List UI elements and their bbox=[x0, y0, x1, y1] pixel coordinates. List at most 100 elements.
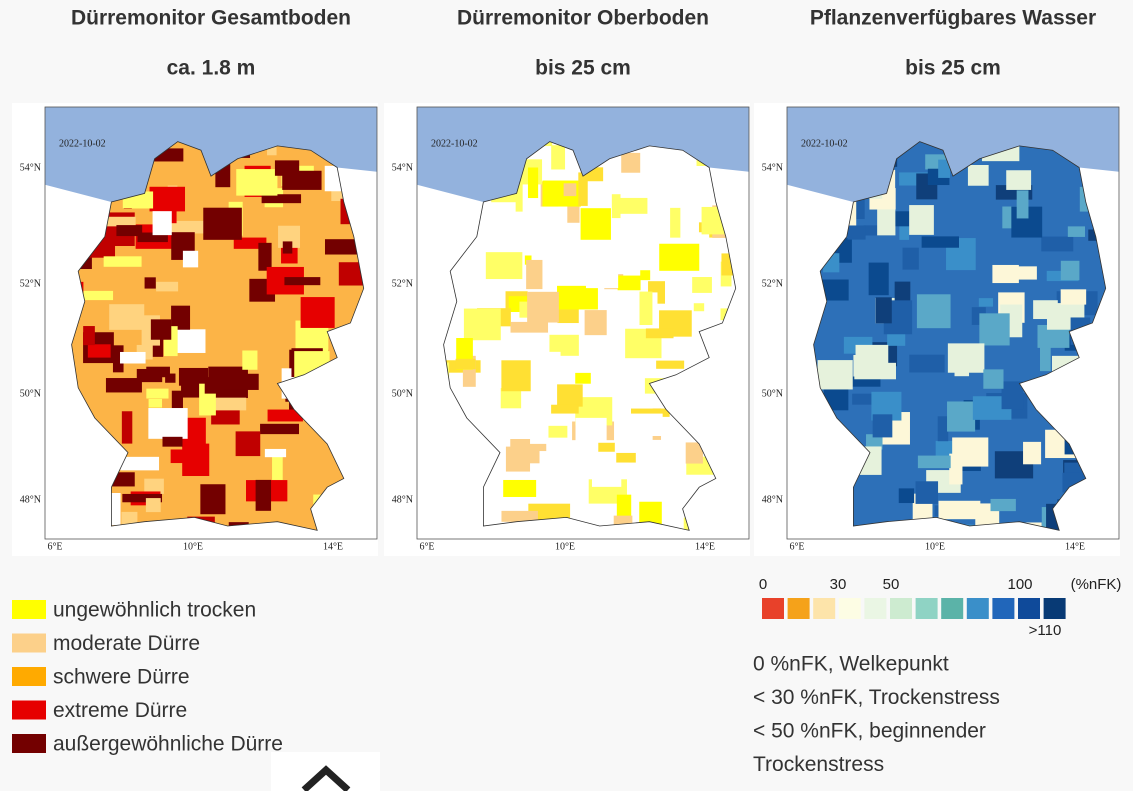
data-patch bbox=[557, 285, 598, 310]
data-patch bbox=[476, 202, 516, 217]
data-patch bbox=[182, 417, 206, 448]
data-patch bbox=[619, 197, 648, 214]
data-patch bbox=[580, 208, 611, 240]
lon-label: 6°E bbox=[789, 541, 804, 552]
lat-label: 50°N bbox=[762, 388, 783, 399]
scale-swatch bbox=[915, 598, 938, 619]
scale-swatch bbox=[941, 598, 964, 619]
data-patch bbox=[567, 204, 580, 223]
germany-border bbox=[71, 141, 365, 531]
map-frame bbox=[416, 106, 750, 540]
map: 2022-10-02 54°N 52°N 50°N 48°N 6°E 10°E 14°E bbox=[754, 103, 1120, 556]
data-patch bbox=[171, 305, 191, 330]
data-patch bbox=[112, 345, 124, 373]
data-patch bbox=[855, 344, 889, 368]
data-patch bbox=[531, 243, 569, 262]
data-patch bbox=[166, 220, 206, 234]
data-patch bbox=[557, 384, 583, 407]
lon-label: 6°E bbox=[47, 541, 62, 552]
map-date: 2022-10-02 bbox=[431, 138, 478, 149]
data-patch bbox=[267, 141, 277, 156]
data-patch bbox=[171, 390, 183, 422]
scale-label: 30 bbox=[830, 576, 847, 593]
data-patch bbox=[937, 416, 949, 442]
data-patch bbox=[260, 423, 300, 435]
data-patch bbox=[591, 474, 622, 487]
data-patch bbox=[103, 256, 142, 267]
data-patch bbox=[495, 231, 517, 245]
scale-swatch bbox=[838, 598, 861, 619]
data-patch bbox=[720, 308, 730, 321]
data-patch bbox=[616, 494, 632, 519]
data-patch bbox=[338, 262, 364, 286]
legend-swatch bbox=[12, 667, 46, 686]
scale-swatch bbox=[966, 598, 989, 619]
legend-swatch bbox=[12, 600, 46, 619]
data-patch bbox=[947, 343, 985, 373]
data-patch bbox=[148, 398, 163, 408]
scale-label: 0 bbox=[759, 576, 767, 593]
data-patch bbox=[1033, 300, 1058, 320]
data-patch bbox=[1006, 170, 1032, 190]
data-patch bbox=[656, 360, 685, 369]
legend-label: schwere Dürre bbox=[53, 666, 190, 689]
scale-swatch bbox=[813, 598, 836, 619]
data-patch bbox=[615, 384, 637, 396]
lat-label: 54°N bbox=[392, 162, 413, 173]
data-patch bbox=[242, 350, 258, 370]
data-patch bbox=[1067, 226, 1085, 237]
data-patch bbox=[990, 498, 1016, 512]
legend-label: ungewöhnlich trocken bbox=[53, 599, 256, 622]
data-patch bbox=[500, 388, 522, 409]
lat-label: 52°N bbox=[392, 278, 413, 289]
data-patch bbox=[952, 437, 989, 467]
lon-label: 14°E bbox=[695, 541, 715, 552]
data-patch bbox=[324, 239, 361, 255]
legend-label: moderate Dürre bbox=[53, 632, 200, 655]
data-patch bbox=[146, 366, 170, 378]
scale-label: >110 bbox=[1029, 622, 1062, 639]
data-patch bbox=[915, 481, 939, 504]
data-patch bbox=[485, 252, 523, 280]
legend-swatch bbox=[12, 633, 46, 653]
lon-label: 10°E bbox=[555, 541, 575, 552]
data-patch bbox=[659, 243, 700, 271]
data-patch bbox=[282, 241, 293, 254]
chevron-up-icon[interactable] bbox=[301, 765, 351, 791]
data-patch bbox=[120, 351, 146, 364]
data-patch bbox=[1060, 260, 1080, 281]
panel-title: Dürremonitor Oberboden bbox=[457, 7, 709, 30]
data-patch bbox=[548, 425, 568, 438]
data-patch bbox=[645, 328, 674, 339]
data-patch bbox=[463, 308, 501, 341]
data-patch bbox=[938, 500, 981, 520]
map: 2022-10-02 54°N 52°N 50°N 48°N 6°E 10°E 14°E bbox=[384, 103, 750, 556]
scale-swatch bbox=[890, 598, 912, 619]
data-patch bbox=[109, 304, 145, 330]
data-patch bbox=[921, 236, 959, 248]
sea bbox=[787, 107, 1119, 202]
data-patch bbox=[255, 479, 272, 511]
sea bbox=[417, 107, 749, 202]
data-patch bbox=[598, 442, 615, 452]
lon-label: 6°E bbox=[419, 541, 434, 552]
map-date: 2022-10-02 bbox=[801, 138, 848, 149]
data-patch bbox=[267, 409, 303, 422]
data-patch bbox=[575, 372, 591, 384]
data-patch bbox=[272, 450, 283, 480]
legend-swatch bbox=[12, 734, 46, 753]
lat-label: 54°N bbox=[20, 162, 41, 173]
data-patch bbox=[165, 373, 176, 383]
data-patch bbox=[693, 303, 705, 312]
data-patch bbox=[300, 297, 335, 328]
data-patch bbox=[983, 369, 1004, 389]
data-patch bbox=[639, 501, 662, 528]
germany-border bbox=[813, 141, 1107, 531]
note-line: 0 %nFK, Welkepunkt bbox=[753, 653, 949, 676]
map: 2022-10-02 54°N 52°N 50°N 48°N 6°E 10°E 14°E bbox=[12, 103, 378, 556]
data-patch bbox=[978, 298, 994, 307]
note-line: < 50 %nFK, beginnender bbox=[753, 720, 986, 743]
data-patch bbox=[233, 237, 267, 249]
data-patch bbox=[572, 270, 581, 294]
note-line: < 30 %nFK, Trockenstress bbox=[753, 686, 1000, 709]
